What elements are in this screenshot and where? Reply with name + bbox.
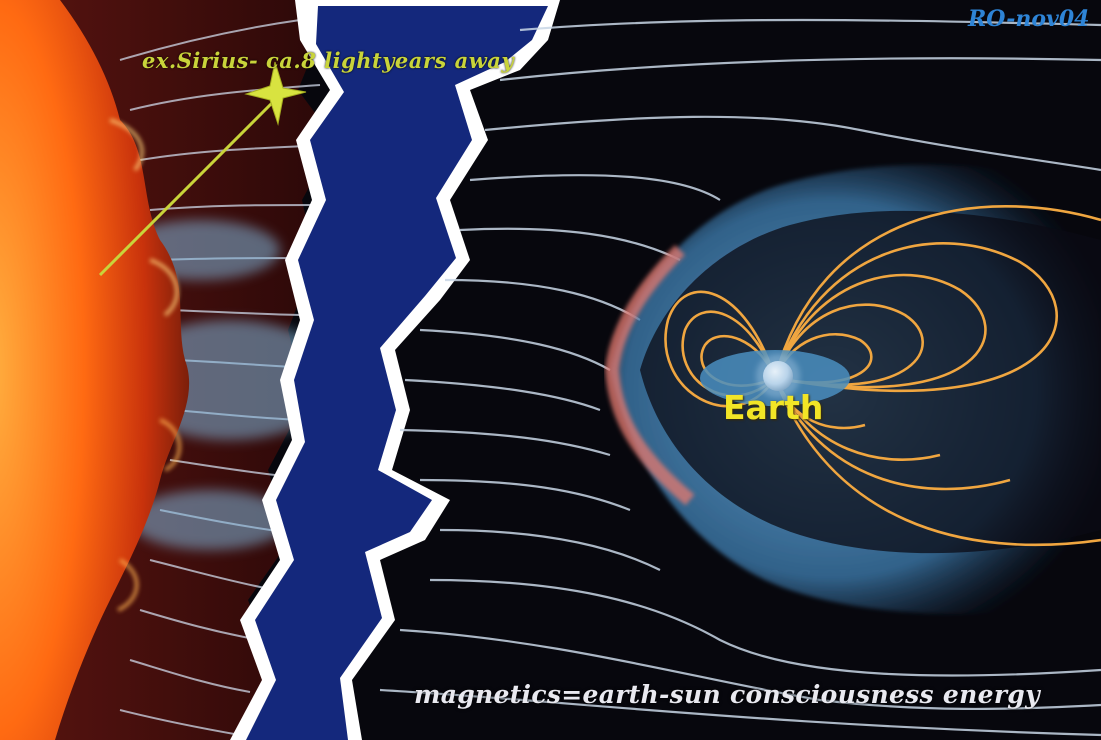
four-point-star-icon bbox=[244, 61, 307, 126]
sun-flares bbox=[109, 118, 182, 612]
sirius-pointer-line bbox=[98, 98, 277, 277]
sun bbox=[0, 0, 190, 740]
planet-earth-icon bbox=[756, 354, 800, 398]
interplanetary-field-lines bbox=[379, 18, 1101, 737]
rift bbox=[246, 6, 548, 740]
bow-shock bbox=[604, 245, 695, 506]
